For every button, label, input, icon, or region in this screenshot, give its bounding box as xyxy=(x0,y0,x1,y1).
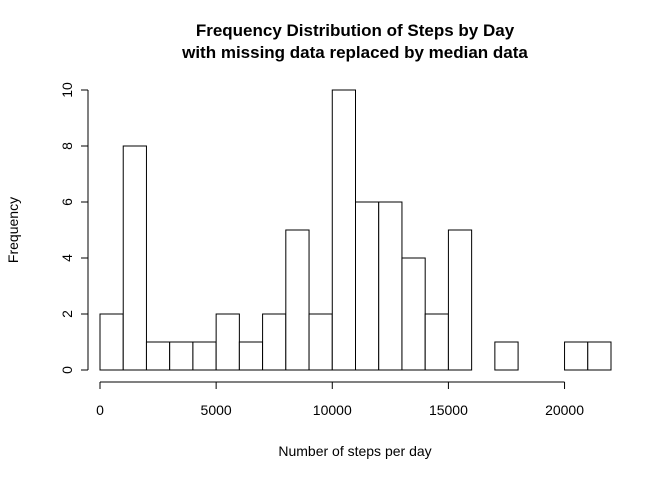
histogram-bar-8 xyxy=(285,229,310,371)
x-axis: 0 5000 10000 15000 20000 xyxy=(96,381,584,418)
histogram-bar-15 xyxy=(447,229,473,371)
x-tick-label-0: 0 xyxy=(96,402,104,418)
histogram-bars xyxy=(99,89,612,371)
histogram-bar-0 xyxy=(99,313,124,371)
y-tick-label-6: 6 xyxy=(59,198,75,206)
x-tick-label-5000: 5000 xyxy=(201,402,232,418)
histogram-bar-10 xyxy=(331,89,357,371)
x-tick-label-20000: 20000 xyxy=(545,402,584,418)
histogram-bar-12 xyxy=(378,201,403,371)
histogram-bar-14 xyxy=(424,313,449,371)
y-tick-label-0: 0 xyxy=(59,366,75,374)
histogram-bar-9 xyxy=(308,313,333,371)
histogram-bar-2 xyxy=(145,341,171,371)
histogram-bar-13 xyxy=(401,257,426,371)
y-tick-label-10: 10 xyxy=(59,82,75,98)
histogram-bar-17 xyxy=(494,341,519,371)
y-axis-label: Frequency xyxy=(5,197,21,263)
histogram-bar-7 xyxy=(262,313,287,371)
y-tick-label-8: 8 xyxy=(59,142,75,150)
histogram-bar-3 xyxy=(169,341,194,371)
x-tick-label-15000: 15000 xyxy=(429,402,468,418)
y-tick-label-2: 2 xyxy=(59,310,75,318)
y-tick-label-4: 4 xyxy=(59,254,75,262)
chart-title-line1: Frequency Distribution of Steps by Day xyxy=(196,21,515,40)
x-tick-label-10000: 10000 xyxy=(313,402,352,418)
histogram-bar-1 xyxy=(122,145,147,371)
histogram-bar-6 xyxy=(238,341,264,371)
histogram-bar-5 xyxy=(215,313,240,371)
histogram-bar-20 xyxy=(564,341,589,371)
histogram-bar-11 xyxy=(355,201,380,371)
x-axis-label: Number of steps per day xyxy=(278,443,431,459)
y-axis: 0 2 4 6 8 10 xyxy=(59,82,89,374)
histogram-bar-4 xyxy=(192,341,217,371)
histogram-bar-21 xyxy=(587,341,612,371)
chart-title-line2: with missing data replaced by median dat… xyxy=(181,43,528,62)
